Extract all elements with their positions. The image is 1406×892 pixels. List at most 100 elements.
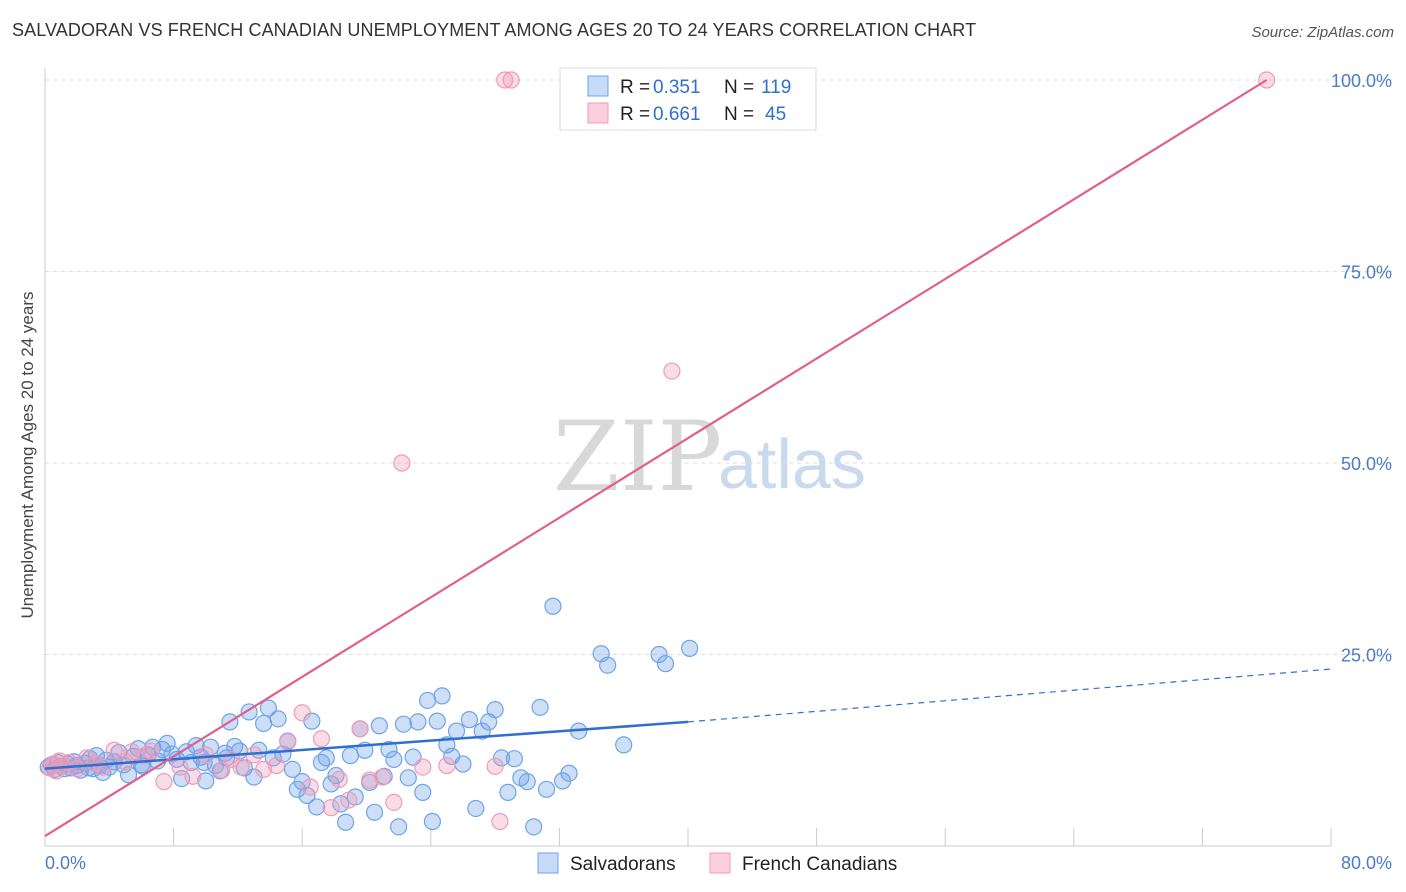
data-point bbox=[267, 756, 286, 775]
data-point bbox=[232, 758, 250, 776]
data-point bbox=[385, 793, 403, 811]
data-point bbox=[259, 699, 278, 717]
data-point bbox=[293, 704, 311, 722]
data-point bbox=[681, 639, 699, 657]
data-point bbox=[414, 783, 432, 801]
data-point bbox=[615, 736, 633, 754]
stats-pink-n-label: N = bbox=[724, 104, 754, 125]
data-point bbox=[361, 771, 379, 789]
data-point bbox=[433, 687, 451, 705]
data-point bbox=[414, 758, 432, 776]
data-point bbox=[255, 760, 273, 779]
data-point bbox=[656, 655, 675, 673]
data-point bbox=[301, 778, 319, 796]
y-tick-label: 50.0% bbox=[1341, 454, 1392, 474]
data-point bbox=[531, 698, 549, 716]
data-point bbox=[142, 742, 160, 760]
legend-salvadorans-swatch bbox=[537, 852, 559, 874]
data-point bbox=[409, 713, 427, 731]
data-point bbox=[279, 733, 297, 751]
data-point bbox=[525, 818, 543, 836]
stats-pink-r-label: R = bbox=[620, 104, 650, 125]
data-point bbox=[473, 722, 491, 740]
series-legend: Salvadorans French Canadians bbox=[537, 852, 897, 875]
y-tick-label: 100.0% bbox=[1331, 71, 1392, 91]
data-point bbox=[467, 799, 485, 818]
data-point bbox=[341, 747, 360, 765]
data-point bbox=[544, 597, 562, 615]
source-label: Source: ZipAtlas.com bbox=[1251, 24, 1394, 41]
legend-salvadorans-label: Salvadorans bbox=[570, 854, 676, 875]
gridlines bbox=[45, 79, 1392, 655]
data-point bbox=[119, 766, 138, 784]
data-point bbox=[486, 757, 504, 775]
y-tick-labels: 25.0% 50.0% 75.0% 100.0% bbox=[1331, 71, 1392, 666]
data-point bbox=[380, 740, 398, 759]
data-point bbox=[269, 710, 287, 728]
stats-legend: R = 0.351 N = 119 R = 0.661 N = 45 bbox=[559, 67, 817, 131]
data-point bbox=[337, 813, 355, 831]
data-point bbox=[502, 71, 520, 89]
data-point bbox=[365, 803, 384, 821]
stats-pink-swatch bbox=[587, 102, 609, 124]
stats-blue-swatch bbox=[587, 75, 609, 97]
salvadorans-trend-line bbox=[44, 720, 689, 770]
data-point bbox=[438, 756, 456, 775]
data-point bbox=[518, 773, 536, 791]
data-point bbox=[213, 761, 231, 779]
data-point bbox=[393, 454, 411, 472]
data-point bbox=[68, 760, 86, 778]
watermark-atlas: atlas bbox=[718, 425, 866, 503]
data-point bbox=[155, 773, 173, 791]
data-point bbox=[486, 701, 504, 719]
data-point bbox=[123, 743, 141, 761]
data-point bbox=[491, 812, 509, 831]
french-canadians-trend-line bbox=[44, 79, 1268, 837]
data-point bbox=[399, 769, 417, 787]
salvadorans-trend-extension bbox=[687, 668, 1332, 723]
data-point bbox=[460, 711, 478, 729]
data-point bbox=[496, 71, 514, 89]
data-point bbox=[373, 768, 392, 786]
data-point bbox=[423, 812, 442, 831]
data-point bbox=[330, 770, 348, 788]
y-tick-label: 75.0% bbox=[1341, 263, 1392, 283]
data-point bbox=[447, 722, 466, 740]
french-canadians-points bbox=[41, 71, 1276, 831]
data-point bbox=[94, 758, 112, 776]
data-point bbox=[322, 799, 340, 817]
data-point bbox=[255, 714, 273, 733]
data-point bbox=[317, 749, 335, 767]
watermark-zip: ZIP bbox=[553, 401, 722, 513]
data-point bbox=[505, 750, 523, 768]
data-point bbox=[308, 798, 326, 816]
data-point bbox=[394, 715, 413, 733]
stats-blue-n-label: N = bbox=[724, 77, 754, 98]
data-point bbox=[599, 656, 617, 674]
data-point bbox=[663, 362, 681, 380]
stats-blue-r-value: 0.351 bbox=[653, 77, 701, 98]
trend-lines bbox=[44, 79, 1332, 837]
y-tick-label: 25.0% bbox=[1341, 646, 1392, 666]
data-point bbox=[105, 741, 123, 759]
data-point bbox=[370, 717, 388, 735]
data-point bbox=[390, 818, 408, 836]
data-point bbox=[184, 767, 202, 785]
x-tick-min: 0.0% bbox=[45, 853, 86, 873]
data-point bbox=[283, 760, 302, 779]
data-point bbox=[499, 783, 517, 801]
data-point bbox=[537, 780, 556, 798]
axes bbox=[44, 68, 1332, 847]
data-point bbox=[418, 691, 437, 710]
stats-pink-n-value: 45 bbox=[765, 104, 786, 125]
data-point bbox=[332, 795, 350, 813]
chart-title: SALVADORAN VS FRENCH CANADIAN UNEMPLOYME… bbox=[12, 20, 977, 40]
legend-french-canadians-swatch bbox=[709, 852, 731, 874]
data-point bbox=[312, 753, 331, 772]
data-point bbox=[312, 730, 331, 748]
data-point bbox=[428, 712, 446, 730]
stats-blue-r-label: R = bbox=[620, 77, 650, 98]
data-point bbox=[158, 734, 176, 752]
x-tick-max: 80.0% bbox=[1341, 853, 1392, 873]
